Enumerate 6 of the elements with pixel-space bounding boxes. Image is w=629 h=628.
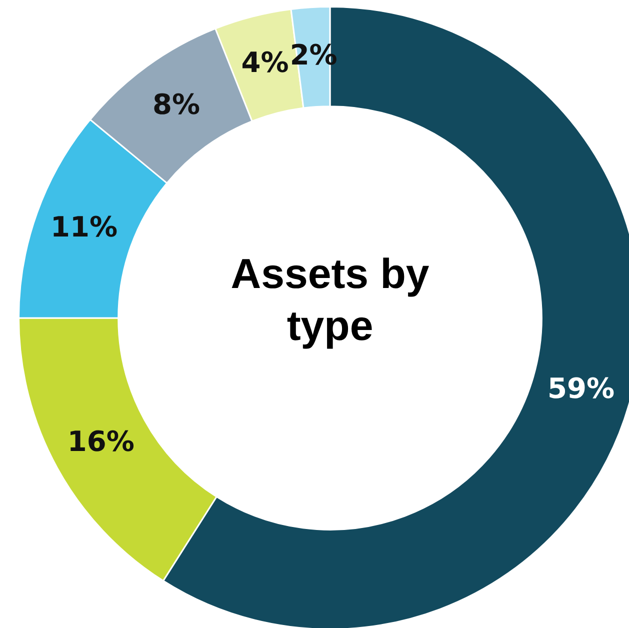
data-label: 11%: [50, 210, 118, 244]
data-label: 16%: [67, 425, 134, 458]
data-label: 8%: [152, 88, 200, 121]
data-label: 59%: [548, 372, 615, 406]
data-label: 4%: [241, 46, 289, 80]
text: Assets by type: [230, 249, 430, 351]
